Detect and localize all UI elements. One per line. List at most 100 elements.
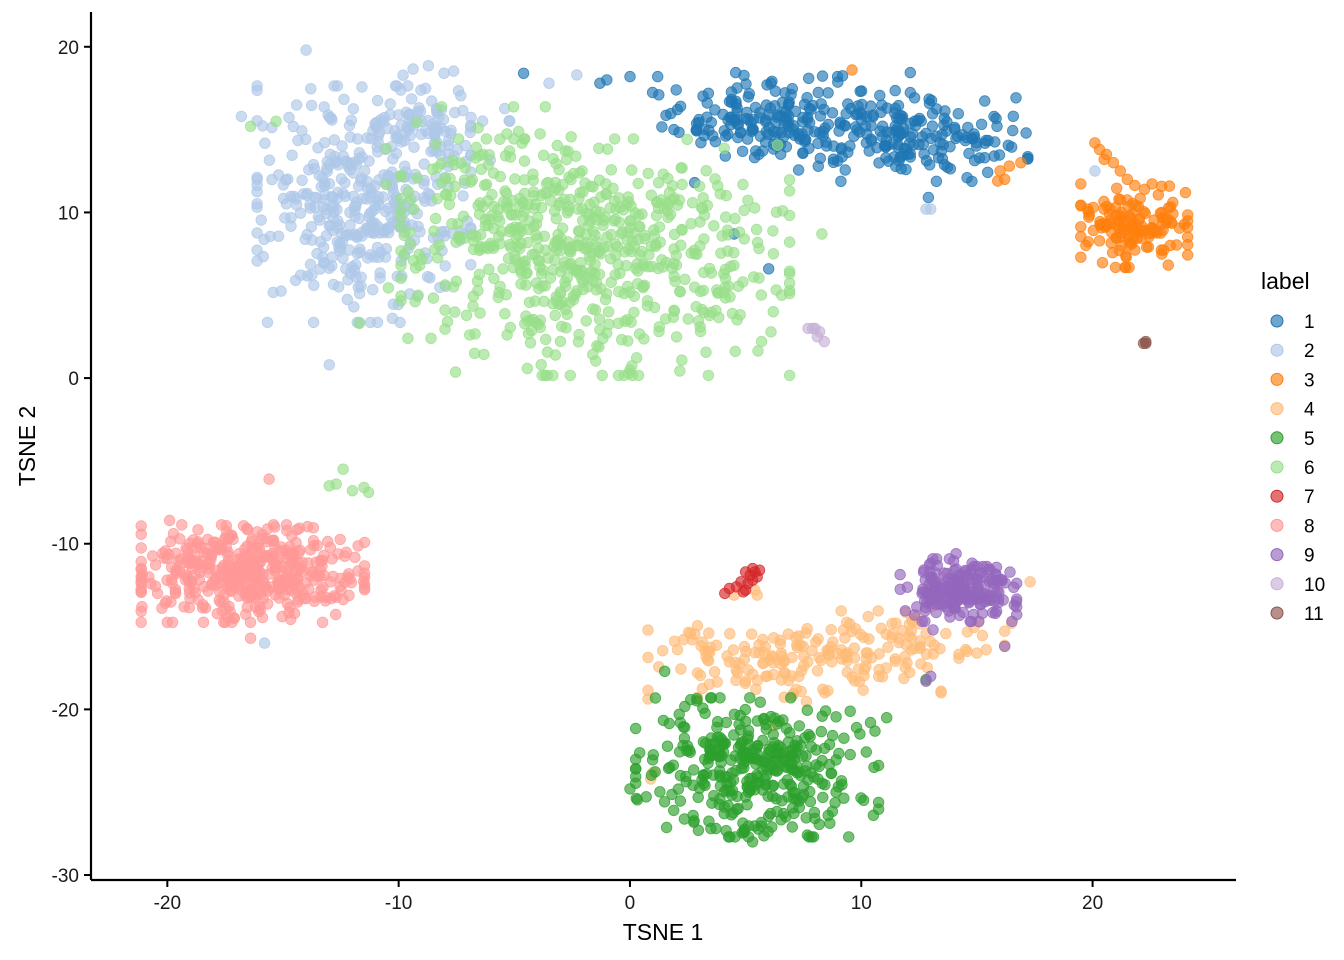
- point-label-2: [306, 234, 318, 246]
- point-label-2: [324, 148, 337, 161]
- point-label-6: [468, 347, 481, 360]
- point-label-4: [893, 632, 905, 644]
- point-label-6: [565, 131, 577, 143]
- point-label-2: [301, 189, 313, 201]
- point-label-8: [135, 542, 147, 554]
- point-label-5: [778, 778, 790, 790]
- point-label-5: [816, 754, 828, 767]
- legend-title: label: [1261, 268, 1310, 294]
- y-tick-label: -20: [52, 700, 79, 721]
- point-label-6: [538, 187, 551, 199]
- point-label-3: [1146, 178, 1158, 190]
- point-label-3: [1109, 261, 1122, 274]
- point-label-8: [197, 616, 210, 629]
- point-label-5: [734, 739, 747, 751]
- point-label-1: [988, 150, 1000, 162]
- point-label-6: [494, 280, 506, 293]
- point-label-1: [822, 87, 834, 99]
- point-label-6: [346, 485, 359, 497]
- point-label-2: [296, 174, 308, 187]
- legend-label-1: 1: [1304, 312, 1315, 333]
- point-label-2: [372, 251, 385, 263]
- point-label-6: [526, 248, 539, 261]
- point-label-6: [621, 199, 633, 211]
- point-label-5: [766, 790, 779, 803]
- point-label-8: [251, 526, 263, 538]
- point-label-9: [927, 624, 939, 636]
- point-label-6: [449, 366, 462, 378]
- point-label-6: [713, 311, 725, 324]
- point-label-1: [746, 125, 758, 138]
- point-label-4: [724, 628, 736, 640]
- point-label-3: [1015, 156, 1027, 169]
- point-label-6: [539, 101, 552, 113]
- point-label-2: [356, 81, 368, 93]
- point-label-9: [960, 569, 972, 582]
- point-label-6: [573, 167, 586, 179]
- point-label-6: [499, 150, 512, 162]
- legend-key-4: [1270, 402, 1284, 416]
- point-label-8: [222, 554, 235, 567]
- point-label-8: [192, 524, 204, 536]
- legend-key-1: [1270, 314, 1284, 328]
- point-label-6: [597, 332, 609, 345]
- point-label-1: [839, 164, 851, 176]
- point-label-9: [997, 594, 1009, 606]
- point-label-6: [549, 236, 562, 248]
- point-label-6: [613, 286, 625, 298]
- point-label-3: [1098, 153, 1110, 166]
- point-label-6: [705, 267, 718, 279]
- point-label-6: [507, 101, 520, 113]
- point-label-4: [905, 625, 918, 637]
- point-label-6: [540, 333, 552, 346]
- point-label-9: [1006, 615, 1018, 628]
- point-label-1: [805, 103, 817, 116]
- point-label-7: [737, 586, 750, 598]
- point-label-1: [926, 120, 939, 132]
- point-label-9: [967, 608, 980, 621]
- point-label-1: [904, 66, 917, 79]
- point-label-3: [1155, 244, 1168, 256]
- y-tick-label: -10: [52, 535, 79, 556]
- point-label-8: [254, 547, 267, 559]
- point-label-6: [628, 240, 641, 252]
- point-label-2: [361, 193, 373, 205]
- point-label-6: [722, 245, 734, 257]
- point-label-5: [674, 795, 687, 807]
- point-label-2: [419, 82, 432, 95]
- point-label-5: [679, 700, 691, 713]
- point-label-6: [718, 142, 731, 155]
- point-label-4: [727, 644, 740, 656]
- point-label-6: [602, 306, 615, 318]
- point-label-5: [677, 721, 690, 733]
- point-label-6: [425, 332, 437, 345]
- point-label-8: [237, 568, 250, 581]
- point-label-5: [726, 789, 738, 801]
- point-label-1: [936, 152, 949, 165]
- point-label-3: [1181, 249, 1194, 261]
- point-label-6: [737, 178, 749, 191]
- point-label-9: [944, 611, 956, 623]
- point-label-4: [940, 627, 952, 640]
- point-label-2: [358, 165, 371, 177]
- point-label-8: [183, 587, 196, 599]
- point-label-5: [647, 749, 660, 761]
- point-label-5: [657, 714, 670, 727]
- point-label-5: [760, 723, 773, 735]
- point-label-5: [825, 767, 838, 780]
- series-5: [624, 665, 932, 848]
- point-label-5: [713, 744, 726, 756]
- point-label-4: [862, 647, 874, 659]
- point-label-4: [642, 624, 654, 636]
- x-axis-title: TSNE 1: [623, 919, 704, 945]
- point-label-1: [889, 102, 902, 115]
- legend-key-3: [1270, 372, 1284, 386]
- point-label-5: [705, 822, 717, 835]
- point-label-2: [319, 136, 331, 149]
- point-label-8: [324, 541, 337, 554]
- point-label-5: [805, 741, 818, 753]
- point-label-6: [752, 345, 764, 357]
- point-label-6: [697, 192, 709, 204]
- point-label-8: [306, 566, 319, 578]
- legend-key-5: [1270, 431, 1284, 445]
